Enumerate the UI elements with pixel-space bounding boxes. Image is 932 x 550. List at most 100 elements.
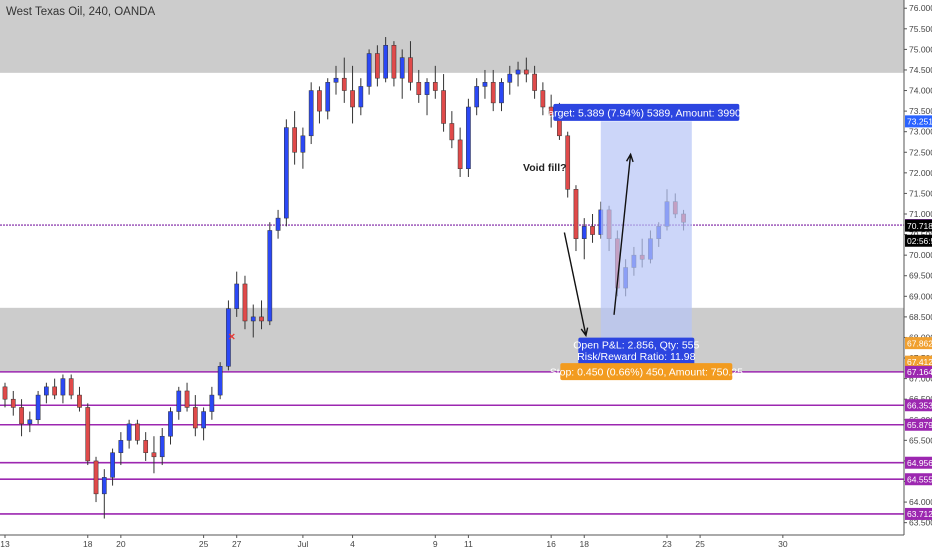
candle-body-down [292, 127, 297, 153]
time-tick-label: 25 [695, 539, 705, 549]
price-tick-label: 74.500 [909, 65, 932, 75]
candle [10, 390, 16, 416]
price-axis-label: 63.712 [905, 507, 932, 520]
candle [474, 78, 480, 116]
price-tick-label: 74.000 [909, 86, 932, 96]
arrow-drawing[interactable] [613, 152, 634, 315]
candle [457, 127, 463, 177]
candle [466, 98, 471, 177]
x-marker: × [228, 330, 235, 344]
candle [19, 399, 24, 437]
candle-body-down [548, 106, 554, 116]
position-profit-zone[interactable] [600, 121, 692, 344]
price-axis-label: 67.862 [905, 337, 932, 350]
candle-body-up [226, 308, 231, 367]
void-fill-annotation[interactable]: Void fill? [523, 162, 567, 174]
candle [581, 218, 587, 260]
candle-body-up [515, 69, 521, 75]
target-label[interactable]: Target: 5.389 (7.94%) 5389, Amount: 3990… [543, 103, 750, 121]
candle-body-down [457, 139, 463, 169]
candle [300, 127, 306, 169]
candle [532, 65, 537, 99]
candle-body-down [375, 53, 380, 79]
candle [441, 74, 446, 132]
candle [358, 78, 364, 116]
candle-body-up [300, 135, 306, 153]
arrow-head [625, 152, 634, 163]
candle-body-up [466, 106, 471, 169]
price-axis-label-bg [905, 337, 932, 350]
candle-body-down [341, 77, 347, 91]
candle [341, 57, 347, 103]
stop-label-text: Stop: 0.450 (0.66%) 450, Amount: 750.25 [550, 367, 743, 379]
candle [226, 300, 231, 371]
time-axis[interactable] [0, 535, 932, 550]
price-tick-label: 66.500 [909, 394, 932, 404]
price-tick-label: 75.000 [909, 44, 932, 54]
candle [325, 78, 331, 120]
candle-body-up [217, 366, 223, 396]
candle-body-up [209, 394, 215, 412]
candle [449, 111, 455, 149]
price-axis-label-text: 02:56:58 [907, 236, 932, 246]
price-tick-label: 71.000 [909, 209, 932, 219]
candle [250, 304, 256, 338]
candle-body-up [201, 411, 206, 429]
supply-demand-zone [0, 307, 904, 373]
price-tick-label: 72.000 [909, 168, 932, 178]
price-axis-label: 66.353 [905, 399, 932, 412]
candle [366, 49, 372, 95]
candle [424, 78, 430, 116]
candle-body-down [441, 90, 446, 124]
time-tick-label: 23 [662, 539, 672, 549]
price-axis-label: 64.956 [905, 456, 932, 469]
candle [93, 456, 99, 503]
candle-body-up [44, 386, 49, 396]
price-tick-label: 63.500 [909, 518, 932, 528]
candle-body-up [333, 77, 339, 83]
candle-body-up [474, 86, 480, 108]
candle-body-up [126, 423, 132, 441]
price-tick-label: 76.000 [909, 3, 932, 13]
candle [101, 469, 107, 519]
candle [507, 65, 513, 95]
candle-body-up [250, 316, 256, 322]
candle [383, 37, 388, 83]
candle-body-up [176, 390, 182, 412]
candle [308, 82, 314, 145]
candle [416, 69, 422, 103]
arrow-drawing[interactable] [563, 232, 589, 338]
candle-body-up [275, 217, 281, 231]
candle-body-down [565, 135, 571, 190]
time-tick-label: 18 [580, 539, 590, 549]
candle-body-down [416, 82, 422, 95]
candle-body-up [234, 283, 240, 309]
price-tick-label: 67.000 [909, 374, 932, 384]
candle [35, 390, 41, 424]
pnl-label-text: Open P&L: 2.856, Qty: 555 [573, 340, 699, 352]
candle [292, 111, 297, 165]
candle-body-down [19, 407, 24, 425]
price-axis-label-text: 64.555 [907, 474, 932, 484]
candle [159, 428, 165, 466]
candle [201, 407, 206, 441]
stop-label[interactable]: Stop: 0.450 (0.66%) 450, Amount: 750.25 [550, 363, 743, 381]
price-axis-label-text: 67.862 [907, 338, 932, 348]
price-axis-label-bg [905, 418, 932, 431]
time-tick-label: 18 [83, 539, 93, 549]
price-tick-label: 68.500 [909, 312, 932, 322]
candle [317, 86, 322, 124]
price-axis-label-text: 64.956 [907, 458, 932, 468]
candle-body-up [110, 452, 115, 478]
candle [350, 65, 355, 124]
price-axis-label-bg [905, 456, 932, 469]
price-tick-label: 73.500 [909, 106, 932, 116]
price-tick-label: 71.500 [909, 188, 932, 198]
candle [565, 131, 571, 198]
candle-body-down [85, 407, 91, 462]
candle-body-up [267, 230, 273, 322]
candle-body-up [482, 82, 488, 87]
